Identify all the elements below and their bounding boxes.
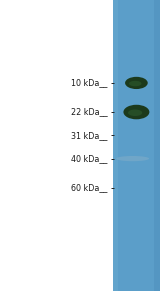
Text: 31 kDa__: 31 kDa__: [71, 131, 107, 140]
Bar: [113, 0, 118, 291]
Ellipse shape: [116, 156, 149, 161]
Bar: [154, 0, 160, 291]
Bar: [113, 0, 160, 291]
Ellipse shape: [125, 77, 148, 89]
Ellipse shape: [123, 105, 149, 119]
Text: 60 kDa__: 60 kDa__: [71, 183, 107, 192]
Text: 10 kDa__: 10 kDa__: [71, 79, 107, 87]
Text: 40 kDa__: 40 kDa__: [71, 154, 107, 163]
Ellipse shape: [129, 81, 141, 86]
Ellipse shape: [128, 109, 142, 116]
Text: 22 kDa__: 22 kDa__: [71, 108, 107, 116]
